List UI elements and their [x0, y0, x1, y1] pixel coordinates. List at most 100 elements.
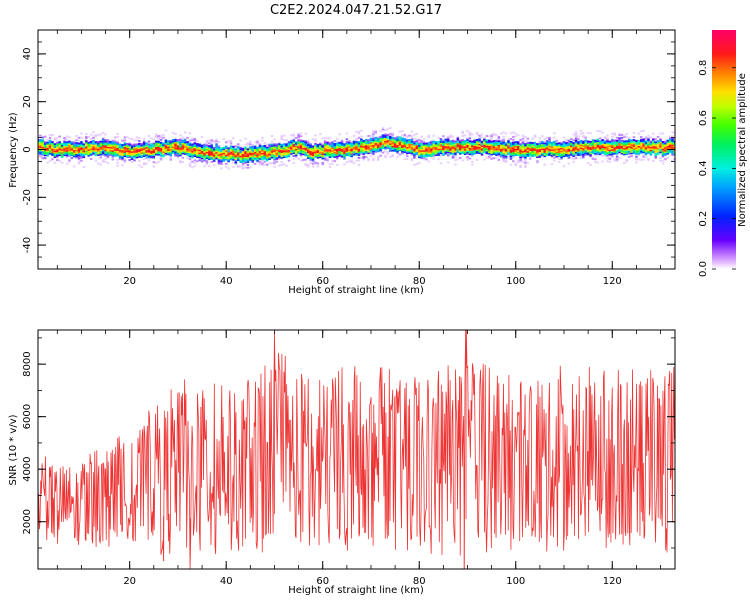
spectrogram-cell [461, 132, 464, 135]
spectrogram-cell [41, 148, 45, 150]
spectrogram-cell [652, 145, 655, 148]
spectrogram-cell [227, 150, 230, 153]
spectrogram-cell [673, 157, 675, 160]
spectrogram-cell [237, 143, 240, 146]
spectrogram-cell [82, 154, 86, 157]
spectrogram-cell [589, 148, 592, 151]
spectrogram-cell [285, 138, 288, 141]
spectrogram-cell [128, 144, 131, 147]
spectrogram-cell [65, 146, 69, 149]
spectrogram-cell [656, 140, 660, 143]
spectrogram-cell [109, 140, 112, 143]
spectrogram-cell [444, 152, 448, 155]
spectrogram-cell [326, 147, 329, 150]
spectrogram-cell [403, 146, 407, 149]
spectrogram-cell [48, 136, 52, 139]
spectrogram-cell [193, 165, 197, 168]
spectrogram-cell [579, 154, 583, 157]
spectrogram-cell [509, 155, 513, 158]
spectrogram-cell [106, 147, 110, 150]
spectrogram-cell [367, 146, 370, 149]
spectrogram-cell [239, 139, 242, 142]
spectrogram-cell [333, 147, 337, 150]
spectrogram-cell [314, 162, 317, 165]
spectrogram-cell [611, 140, 614, 143]
spectrogram-cell [101, 143, 105, 146]
spectrogram-cell [220, 148, 223, 151]
spectrogram-cell [579, 144, 583, 147]
spectrogram-cell [326, 160, 329, 163]
spectrogram-cell [176, 150, 180, 153]
spectrogram-y-tick-label: -20 [22, 189, 33, 205]
spectrogram-cell [70, 145, 74, 148]
spectrogram-cell [376, 150, 380, 153]
spectrogram-cell [437, 141, 440, 144]
spectrogram-cell [432, 143, 435, 146]
spectrogram-cell [555, 148, 559, 151]
spectrogram-cell [401, 143, 404, 146]
spectrogram-cell [492, 132, 496, 135]
spectrogram-cell [113, 148, 117, 151]
spectrogram-cell [548, 138, 551, 141]
spectrogram-cell [381, 141, 385, 144]
spectrogram-cell [241, 162, 245, 165]
spectrogram-cell [623, 147, 626, 150]
spectrogram-cell [241, 167, 245, 170]
spectrogram-cell [297, 133, 300, 136]
spectrogram-x-tick-label: 120 [603, 276, 622, 287]
spectrogram-cell [420, 135, 423, 138]
spectrogram-cell [224, 152, 228, 155]
spectrogram-cell [572, 160, 575, 163]
spectrogram-cell [379, 148, 382, 151]
spectrogram-cell [500, 144, 503, 146]
spectrogram-cell [526, 149, 530, 152]
spectrogram-cell [483, 148, 486, 151]
spectrogram-cell [217, 141, 221, 143]
spectrogram-cell [335, 141, 339, 143]
spectrogram-cell [159, 150, 163, 153]
spectrogram-cell [306, 149, 310, 152]
spectrogram-cell [582, 152, 585, 155]
spectrogram-cell [615, 148, 619, 151]
spectrogram-cell [46, 147, 49, 150]
spectrogram-cell [538, 147, 542, 150]
spectrogram-cell [618, 149, 621, 152]
spectrogram-cell [620, 136, 624, 139]
spectrogram-cell [241, 153, 245, 156]
spectrogram-cell [205, 152, 209, 155]
spectrogram-cell [594, 141, 597, 144]
spectrogram-cell [191, 147, 194, 150]
spectrogram-cell [405, 135, 409, 138]
spectrogram-cell [442, 149, 445, 152]
spectrogram-cell [446, 154, 450, 157]
spectrogram-cell [128, 156, 131, 159]
spectrogram-cell [116, 146, 119, 148]
spectrogram-cell [512, 147, 515, 150]
spectrogram-cell [179, 141, 182, 144]
spectrogram-cell [53, 150, 57, 153]
spectrogram-cell [147, 143, 151, 146]
spectrogram-cell [157, 140, 160, 143]
spectrogram-cell [70, 144, 74, 147]
spectrogram-cell [200, 157, 204, 160]
spectrogram-cell [512, 144, 515, 147]
spectrogram-cell [439, 155, 443, 158]
spectrogram-cell [524, 143, 527, 146]
spectrogram-cell [80, 148, 83, 151]
spectrogram-cell [82, 146, 86, 149]
spectrogram-cell [403, 139, 407, 142]
spectrogram-cell [302, 144, 305, 147]
spectrogram-cell [157, 149, 160, 152]
spectrogram-cell [673, 146, 675, 149]
spectrogram-cell [101, 140, 105, 143]
spectrogram-cell [449, 141, 452, 144]
spectrogram-cell [497, 147, 501, 150]
spectrogram-cell [666, 144, 670, 146]
spectrogram-cell [618, 148, 621, 151]
spectrogram-cell [70, 148, 74, 151]
spectrogram-cell [60, 144, 64, 147]
snr-x-tick-label: 20 [123, 576, 136, 587]
spectrogram-cell [111, 141, 115, 144]
spectrogram-cell [446, 145, 450, 148]
spectrogram-cell [545, 142, 549, 145]
